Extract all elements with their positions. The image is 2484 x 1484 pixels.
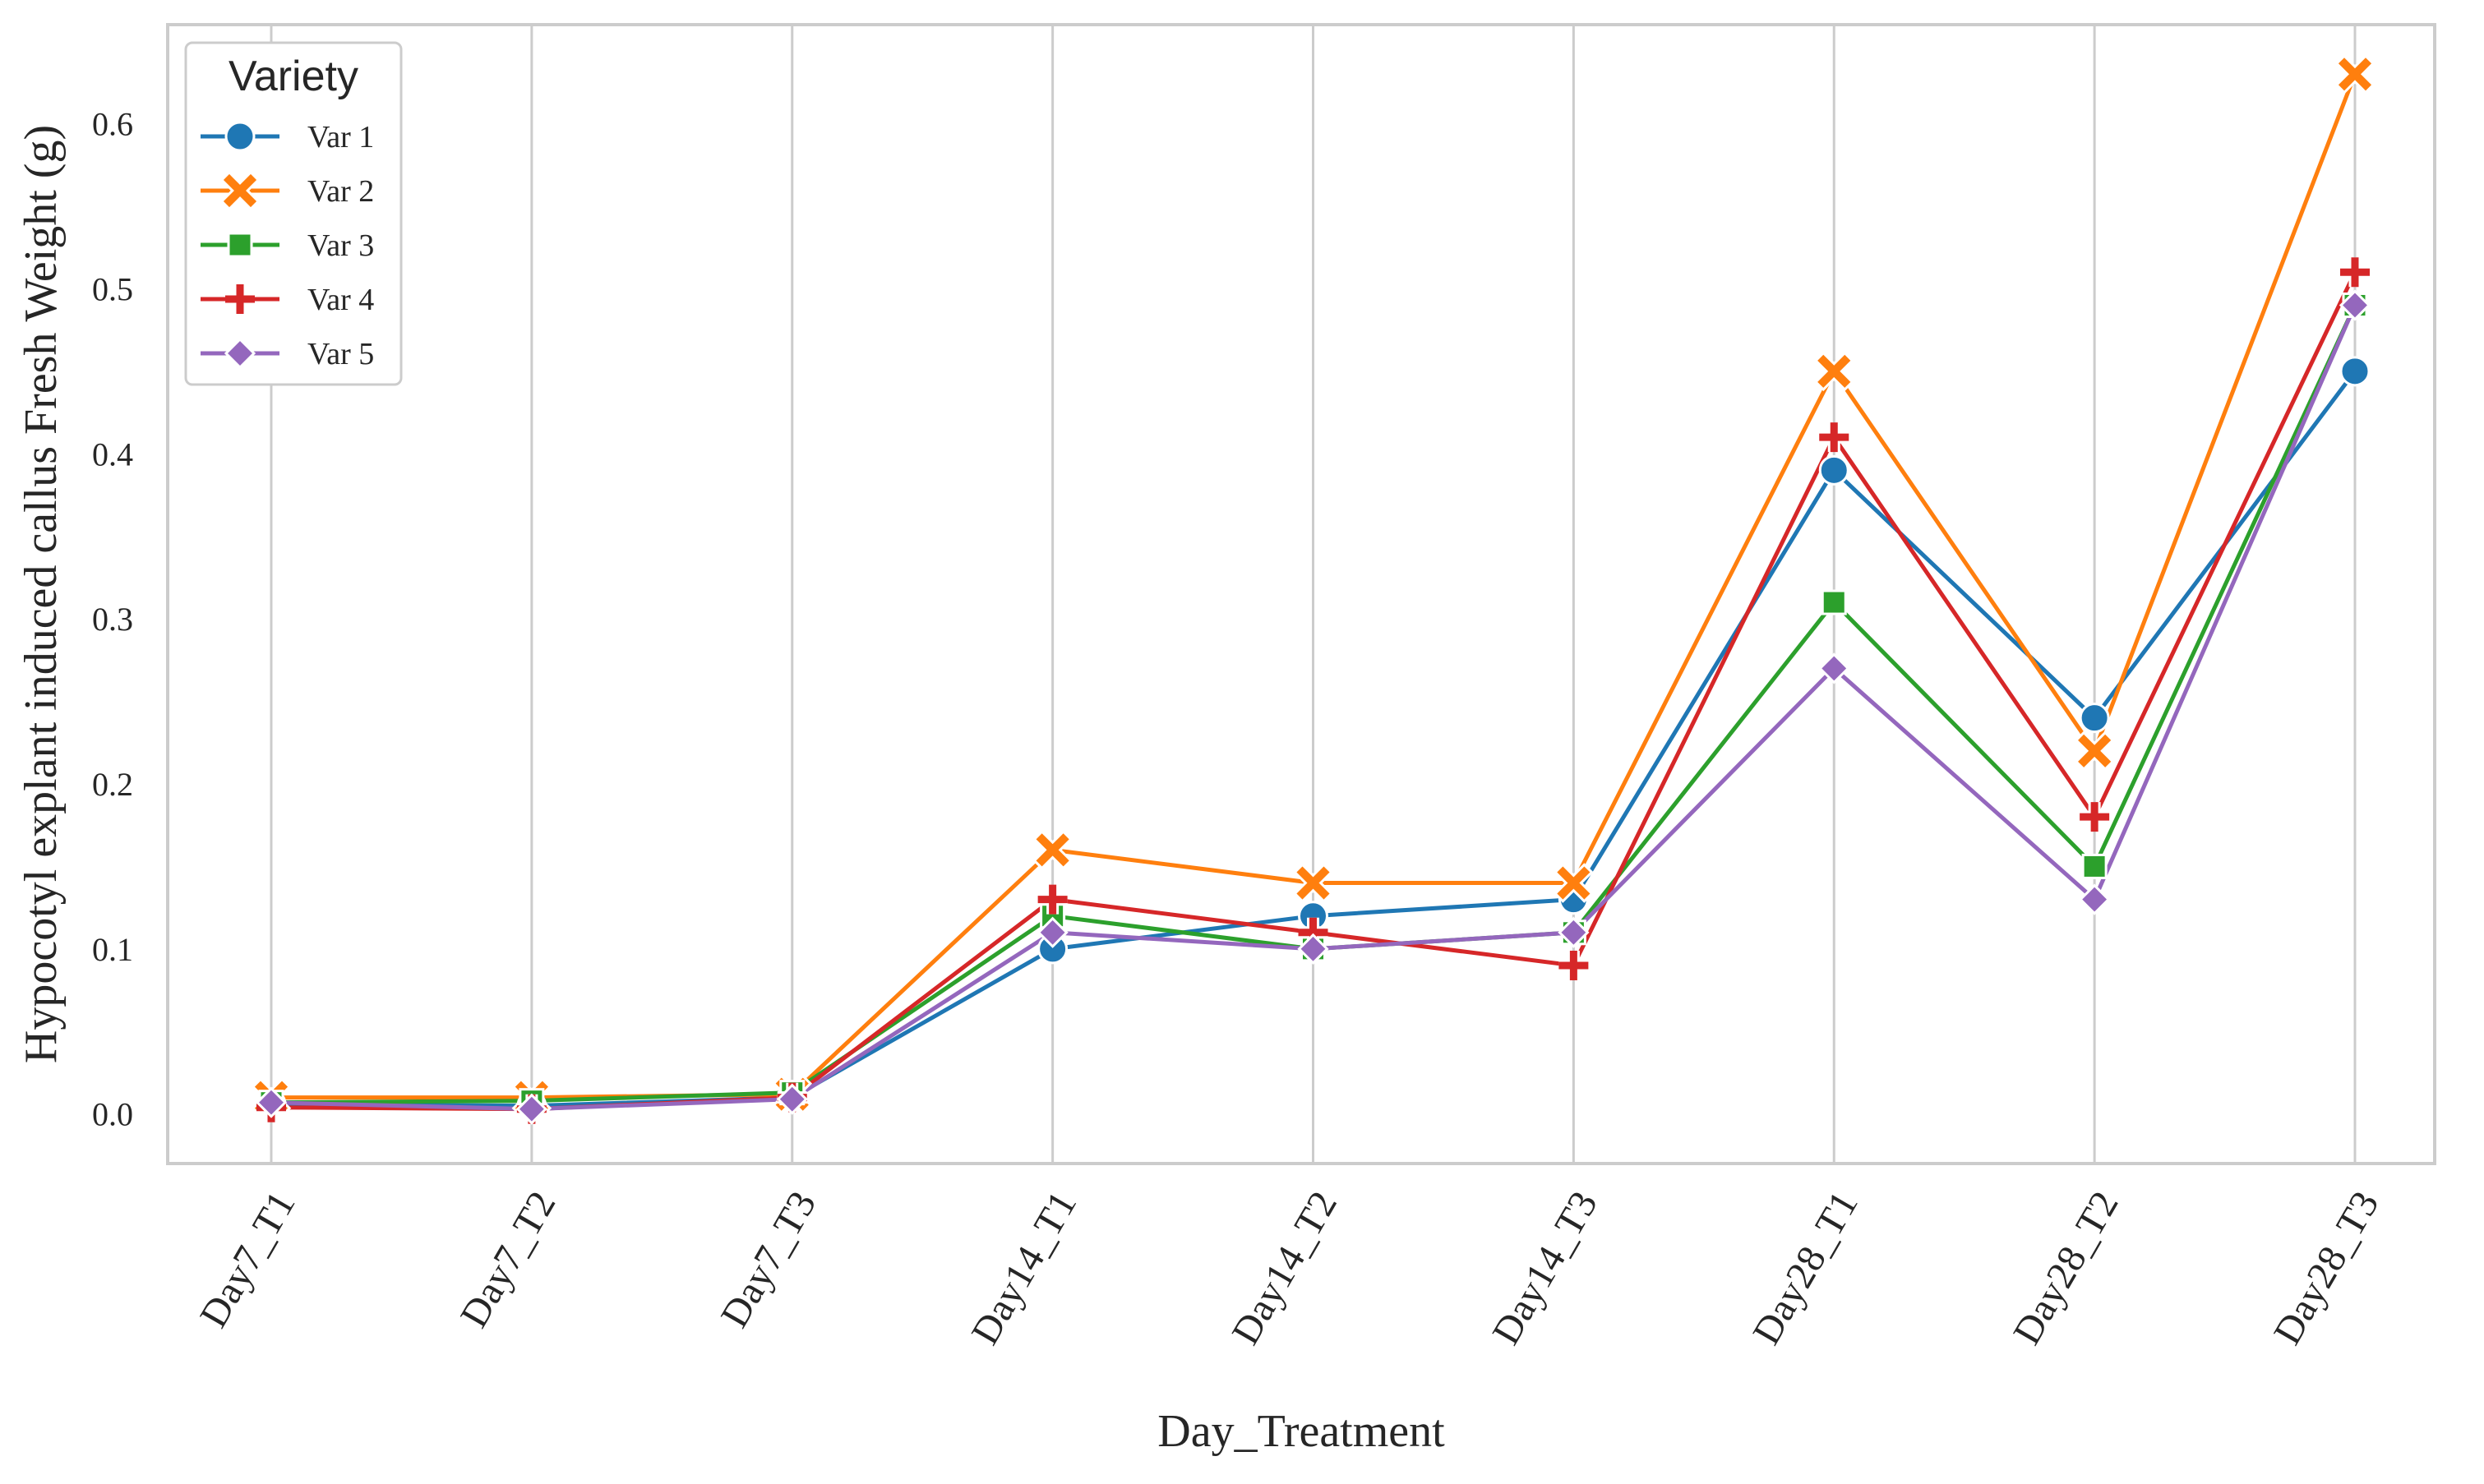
legend-marker: [227, 232, 253, 258]
legend-label: Var 2: [307, 174, 374, 209]
data-point: [776, 1083, 808, 1115]
data-point: [1558, 950, 1589, 980]
data-point: [2079, 703, 2110, 734]
legend-marker: [219, 170, 261, 211]
y-tick-label: 0.4: [92, 436, 133, 472]
y-tick-label: 0.1: [92, 931, 133, 968]
data-point: [1821, 589, 1847, 615]
data-point: [1818, 454, 1849, 486]
y-tick-label: 0.5: [92, 270, 133, 307]
x-axis-title: Day_Treatment: [1157, 1406, 1445, 1457]
data-point: [1032, 830, 1073, 870]
data-point: [1558, 916, 1590, 948]
data-point: [2339, 356, 2371, 387]
legend-label: Var 1: [307, 120, 374, 154]
data-point: [2080, 802, 2110, 832]
legend-marker: [224, 337, 256, 370]
legend-items: Var 1 Var 2 Var 3 Var 4 Var 5: [201, 120, 374, 371]
legend-title: Variety: [229, 53, 358, 100]
data-point: [1037, 916, 1069, 948]
data-point: [1037, 884, 1068, 915]
data-point: [2074, 730, 2115, 772]
legend-item: Var 3: [201, 228, 374, 263]
data-point: [515, 1093, 547, 1125]
y-tick-label: 0.2: [92, 766, 133, 803]
data-point: [2079, 883, 2111, 915]
data-point: [1813, 351, 1854, 392]
legend: Variety Var 1 Var 2 Var 3 Var 4 Var 5: [184, 41, 403, 386]
legend-label: Var 4: [307, 283, 374, 317]
data-point: [1293, 863, 1333, 903]
plot-frame: [166, 23, 2436, 1165]
series-5-markers: [255, 289, 2371, 1125]
y-tick-labels: 0.0 0.1 0.2 0.3 0.4 0.5 0.6: [92, 106, 133, 1133]
legend-label: Var 3: [307, 228, 374, 263]
data-point: [1554, 863, 1594, 903]
data-point: [1297, 933, 1329, 965]
data-point: [2340, 257, 2370, 288]
legend-marker: [224, 121, 256, 152]
data-point: [1818, 652, 1850, 684]
legend-item: Var 5: [201, 337, 374, 371]
legend-item: Var 4: [201, 283, 374, 317]
y-tick-label: 0.0: [92, 1096, 133, 1133]
data-point: [2334, 53, 2375, 94]
data-point: [255, 1086, 288, 1118]
y-tick-label: 0.3: [92, 601, 133, 638]
data-point: [2339, 289, 2371, 321]
y-tick-label: 0.6: [92, 106, 133, 143]
series-layer: [251, 53, 2375, 1125]
legend-item: Var 1: [201, 120, 374, 154]
y-axis-title: Hypocotyl explant induced callus Fresh W…: [16, 125, 67, 1063]
data-point: [1819, 422, 1849, 453]
legend-marker: [225, 284, 255, 314]
legend-label: Var 5: [307, 337, 374, 371]
legend-item: Var 2: [201, 170, 374, 211]
data-point: [2081, 853, 2108, 879]
